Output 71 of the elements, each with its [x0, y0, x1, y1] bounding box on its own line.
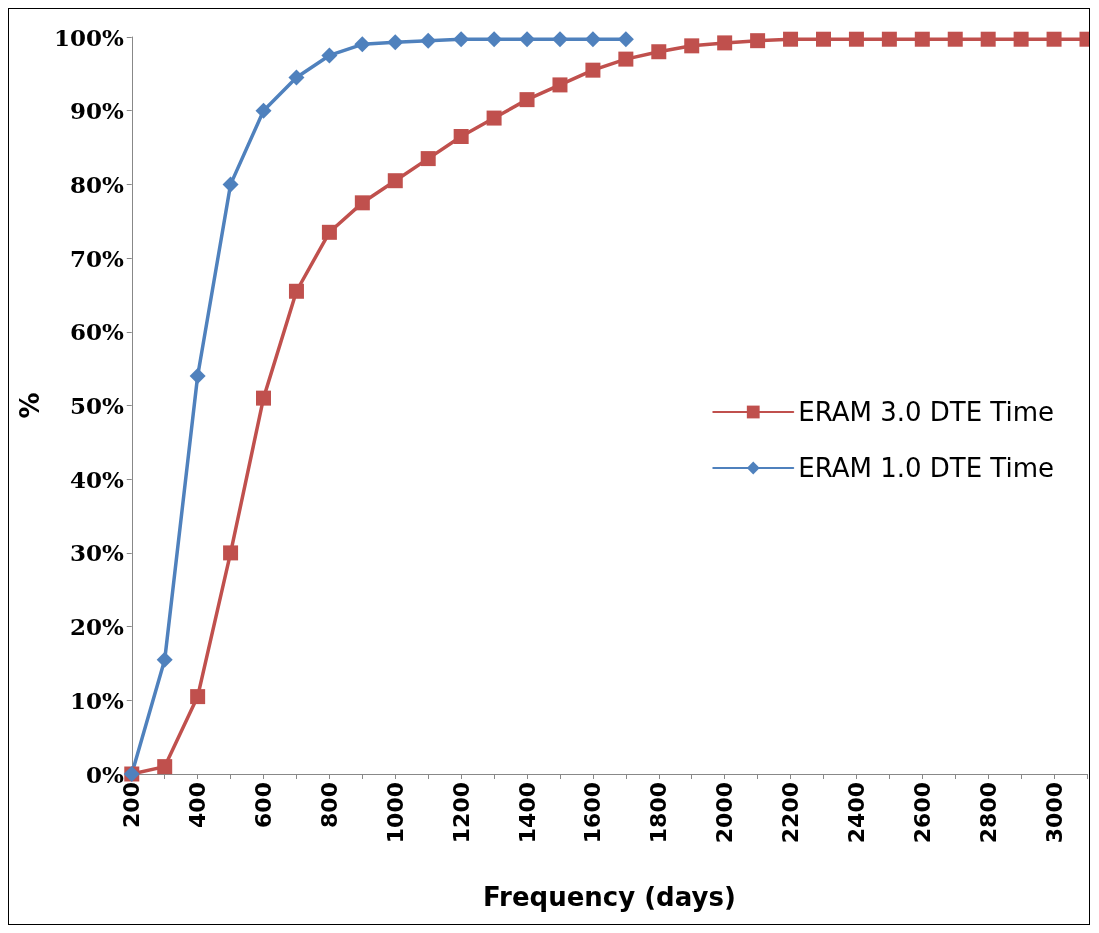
point — [717, 35, 733, 51]
x-tick-label: 2200 — [778, 782, 804, 844]
y-tick-label: 50% — [69, 392, 124, 419]
point — [750, 33, 766, 49]
y-tick-label: 10% — [69, 686, 124, 714]
x-tick-label: 1000 — [382, 782, 408, 844]
point — [189, 368, 206, 385]
point — [190, 689, 206, 705]
point — [420, 151, 436, 167]
point — [387, 173, 403, 189]
point — [980, 31, 996, 47]
point — [815, 31, 831, 47]
point — [156, 651, 173, 668]
point — [914, 31, 930, 47]
point — [552, 77, 568, 93]
point — [255, 102, 272, 119]
x-axis-title: Frequency (days) — [482, 882, 736, 912]
y-axis-title: % — [15, 392, 45, 419]
point — [1013, 31, 1029, 47]
point — [519, 92, 535, 108]
y-tick-label: 80% — [69, 170, 124, 198]
y-tick-label: 30% — [69, 539, 124, 567]
point — [684, 38, 700, 54]
point — [256, 390, 272, 406]
x-tick-label: 2000 — [712, 782, 738, 844]
point — [453, 129, 469, 144]
point — [354, 195, 370, 211]
legend-label: ERAM 1.0 DTE Time — [798, 453, 1055, 483]
point — [783, 31, 799, 47]
point — [947, 31, 963, 47]
point — [288, 69, 305, 86]
point — [354, 36, 371, 53]
x-tick-label: 1200 — [448, 782, 474, 844]
point — [453, 31, 470, 48]
point — [519, 31, 536, 48]
x-tick-label: 3000 — [1041, 782, 1067, 844]
point — [486, 110, 502, 126]
point — [420, 32, 437, 49]
point — [387, 34, 404, 51]
point — [585, 62, 601, 78]
x-tick-label: 2400 — [843, 782, 869, 844]
point — [486, 31, 503, 48]
point — [551, 31, 568, 48]
y-tick-label: 60% — [69, 318, 124, 346]
x-tick-label: 800 — [316, 782, 342, 828]
y-tick-label: 90% — [69, 97, 124, 125]
point — [321, 47, 338, 64]
y-tick-label: 70% — [69, 244, 124, 272]
point — [321, 224, 337, 240]
x-tick-label: 2600 — [909, 782, 935, 844]
x-tick-label: 400 — [185, 782, 211, 828]
point — [584, 31, 601, 48]
x-tick-label: 1600 — [580, 782, 606, 844]
point — [157, 759, 173, 775]
y-tick-label: 40% — [69, 465, 124, 493]
point — [1046, 31, 1062, 47]
point — [617, 31, 634, 48]
point — [618, 51, 634, 67]
point — [223, 545, 239, 561]
x-tick-label: 1800 — [646, 782, 672, 844]
point — [288, 283, 304, 299]
x-tick-label: 600 — [251, 782, 277, 828]
point — [848, 31, 864, 47]
x-tick-label: 2800 — [975, 782, 1001, 844]
y-tick-label: 100% — [53, 23, 124, 51]
legend-label: ERAM 3.0 DTE Time — [798, 397, 1055, 427]
point — [222, 176, 239, 193]
x-tick-label: 1400 — [514, 782, 540, 844]
y-tick-label: 20% — [69, 613, 124, 641]
point — [651, 44, 667, 60]
point — [881, 31, 897, 47]
